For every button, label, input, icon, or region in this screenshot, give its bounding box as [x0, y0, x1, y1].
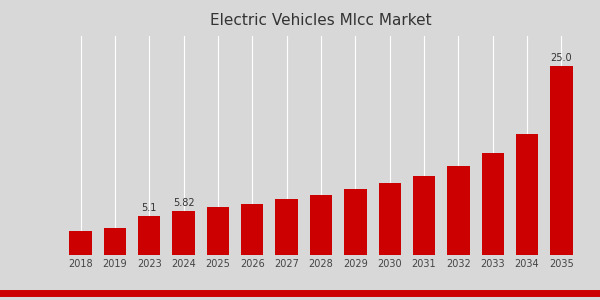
Bar	[275, 199, 298, 255]
Bar	[138, 217, 160, 255]
Bar	[482, 153, 504, 255]
Bar	[172, 211, 195, 255]
Text: 25.0: 25.0	[551, 53, 572, 63]
Bar	[550, 66, 572, 255]
Bar	[379, 183, 401, 255]
Text: 5.1: 5.1	[142, 203, 157, 214]
Title: Electric Vehicles Mlcc Market: Electric Vehicles Mlcc Market	[210, 13, 432, 28]
Bar	[413, 176, 435, 255]
Bar	[70, 231, 92, 255]
Bar	[104, 228, 126, 255]
Bar	[447, 166, 470, 255]
Bar	[344, 189, 367, 255]
Bar	[241, 204, 263, 255]
Bar	[310, 195, 332, 255]
Text: 5.82: 5.82	[173, 198, 194, 208]
Bar	[516, 134, 538, 255]
Bar	[207, 207, 229, 255]
